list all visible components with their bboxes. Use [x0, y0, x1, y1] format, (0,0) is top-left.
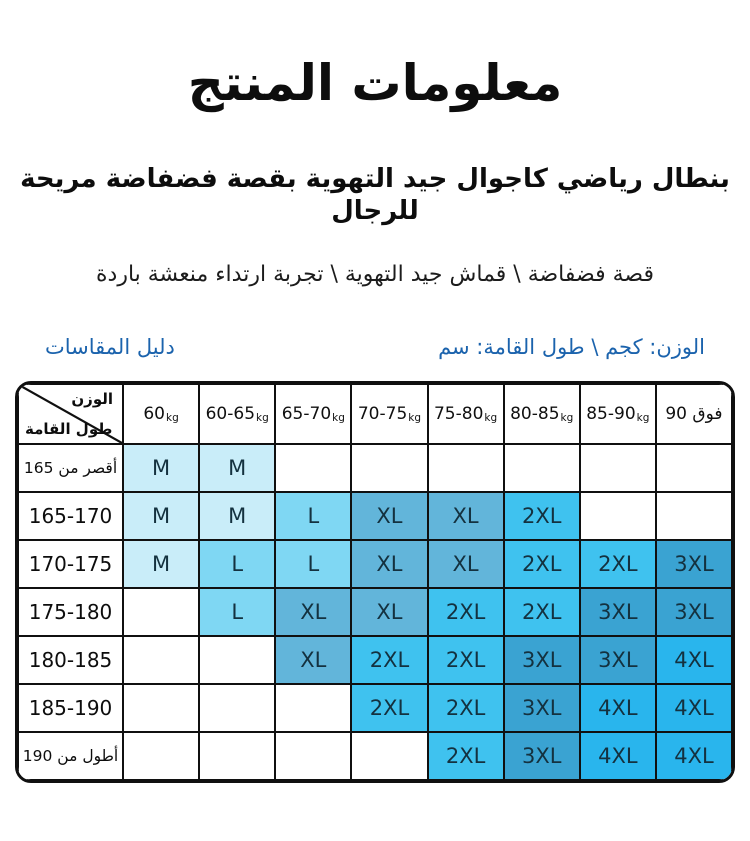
- size-cell: XL: [351, 540, 428, 589]
- size-cell: 2XL: [427, 588, 504, 637]
- row-label: 170-175: [18, 540, 123, 589]
- size-cell: 3XL: [503, 732, 580, 781]
- diagonal-divider: [19, 385, 122, 443]
- size-chart-table: الوزن طول القامة 60 kg 60-65 kg 65-70 kg 70-75 kg…: [15, 381, 735, 784]
- empty-cell: [275, 444, 352, 493]
- size-cell: 2XL: [427, 732, 504, 781]
- row-label: أقصر من 165: [18, 444, 123, 493]
- size-cell: XL: [351, 588, 428, 637]
- size-cell: XL: [427, 540, 504, 589]
- weight-value: 70-75: [357, 404, 408, 425]
- size-cell: L: [199, 540, 276, 589]
- empty-cell: [123, 636, 200, 685]
- weight-value: 75-80: [433, 404, 484, 425]
- weight-value: 80-85: [510, 404, 560, 425]
- row-label: 180-185: [18, 636, 123, 685]
- size-cell: 2XL: [579, 540, 656, 589]
- column-header: 65-70 kg: [275, 384, 352, 445]
- size-cell: 4XL: [655, 636, 732, 685]
- size-cell: 3XL: [655, 540, 732, 589]
- page-title: معلومات المنتج: [187, 54, 564, 112]
- size-cell: 2XL: [427, 684, 504, 733]
- row-label: أطول من 190: [18, 732, 123, 781]
- weight-unit: kg: [560, 411, 574, 424]
- size-cell: 2XL: [503, 540, 580, 589]
- corner-cell: الوزن طول القامة: [18, 384, 123, 445]
- size-cell: 4XL: [579, 684, 656, 733]
- size-cell: 2XL: [427, 636, 504, 685]
- product-features: قصة فضفاضة \ قماش جيد التهوية \ تجربة ار…: [96, 261, 654, 287]
- size-cell: L: [275, 540, 352, 589]
- empty-cell: [275, 732, 352, 781]
- size-cell: 4XL: [655, 732, 732, 781]
- size-cell: 4XL: [579, 732, 656, 781]
- size-cell: 3XL: [503, 684, 580, 733]
- column-header: 85-90 kg: [579, 384, 656, 445]
- size-cell: 3XL: [655, 588, 732, 637]
- row-label: 185-190: [18, 684, 123, 733]
- size-cell: 3XL: [579, 588, 656, 637]
- empty-cell: [123, 588, 200, 637]
- empty-cell: [275, 684, 352, 733]
- empty-cell: [123, 684, 200, 733]
- size-cell: XL: [351, 492, 428, 541]
- size-cell: 2XL: [503, 492, 580, 541]
- column-header: 60-65 kg: [199, 384, 276, 445]
- empty-cell: [199, 636, 276, 685]
- height-axis-label: طول القامة: [25, 420, 113, 439]
- row-label: 165-170: [18, 492, 123, 541]
- size-cell: 4XL: [655, 684, 732, 733]
- weight-value: فوق 90: [665, 404, 723, 425]
- size-cell: M: [123, 444, 200, 493]
- empty-cell: [351, 444, 428, 493]
- product-subtitle: بنطال رياضي كاجوال جيد التهوية بقصة فضفا…: [20, 163, 730, 227]
- size-cell: XL: [275, 636, 352, 685]
- weight-value: 60: [143, 404, 165, 425]
- size-cell: M: [199, 444, 276, 493]
- size-cell: 3XL: [579, 636, 656, 685]
- weight-value: 65-70: [281, 404, 332, 425]
- empty-cell: [503, 444, 580, 493]
- weight-unit: kg: [408, 411, 422, 424]
- size-cell: 3XL: [503, 636, 580, 685]
- column-header: 80-85 kg: [503, 384, 580, 445]
- empty-cell: [199, 732, 276, 781]
- weight-unit: kg: [484, 411, 498, 424]
- size-cell: XL: [275, 588, 352, 637]
- weight-unit: kg: [256, 411, 269, 424]
- size-guide-label: دليل المقاسات: [45, 335, 175, 360]
- column-header: 70-75 kg: [351, 384, 428, 445]
- size-cell: 2XL: [351, 636, 428, 685]
- empty-cell: [199, 684, 276, 733]
- size-cell: 2XL: [503, 588, 580, 637]
- units-label: الوزن: كجم \ طول القامة: سم: [438, 335, 705, 360]
- empty-cell: [655, 444, 732, 493]
- weight-unit: kg: [332, 411, 345, 424]
- empty-cell: [579, 492, 656, 541]
- row-label: 175-180: [18, 588, 123, 637]
- empty-cell: [579, 444, 656, 493]
- empty-cell: [123, 732, 200, 781]
- weight-axis-label: الوزن: [71, 390, 113, 409]
- column-header: 75-80 kg: [427, 384, 504, 445]
- weight-unit: kg: [636, 411, 650, 424]
- size-cell: M: [123, 492, 200, 541]
- size-cell: 2XL: [351, 684, 428, 733]
- size-cell: XL: [427, 492, 504, 541]
- size-cell: L: [275, 492, 352, 541]
- empty-cell: [655, 492, 732, 541]
- size-cell: L: [199, 588, 276, 637]
- weight-unit: kg: [166, 411, 179, 424]
- chart-caption-row: دليل المقاسات الوزن: كجم \ طول القامة: س…: [45, 333, 705, 361]
- size-cell: M: [123, 540, 200, 589]
- weight-value: 85-90: [586, 404, 636, 425]
- empty-cell: [427, 444, 504, 493]
- weight-value: 60-65: [205, 404, 256, 425]
- column-header: 60 kg: [123, 384, 200, 445]
- column-header: فوق 90: [655, 384, 732, 445]
- empty-cell: [351, 732, 428, 781]
- size-cell: M: [199, 492, 276, 541]
